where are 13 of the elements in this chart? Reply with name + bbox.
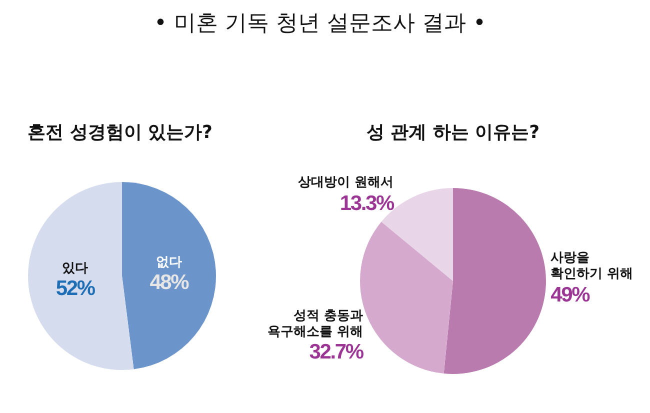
data-label: 49% bbox=[550, 283, 591, 308]
slice-label: 사랑을 확인하기 위해 bbox=[550, 250, 634, 284]
slice-label: 없다 bbox=[154, 254, 183, 272]
data-label: 13.3% bbox=[338, 191, 394, 216]
data-label: 32.7% bbox=[308, 340, 363, 366]
slice-label: 상대방이 원해서 bbox=[296, 175, 394, 192]
chart-title: 성 관계 하는 이유는? bbox=[366, 121, 540, 144]
data-label: 48% bbox=[150, 271, 188, 296]
data-label: 52% bbox=[56, 276, 94, 302]
slice-label: 있다 bbox=[61, 260, 90, 277]
slice-label: 성적 충동과 욕구해소를 위해 bbox=[266, 308, 363, 341]
text: • 미혼 기독 청년 설문조사 결과 • bbox=[154, 10, 486, 38]
chart-title: 혼전 성경험이 있는가? bbox=[28, 121, 212, 144]
